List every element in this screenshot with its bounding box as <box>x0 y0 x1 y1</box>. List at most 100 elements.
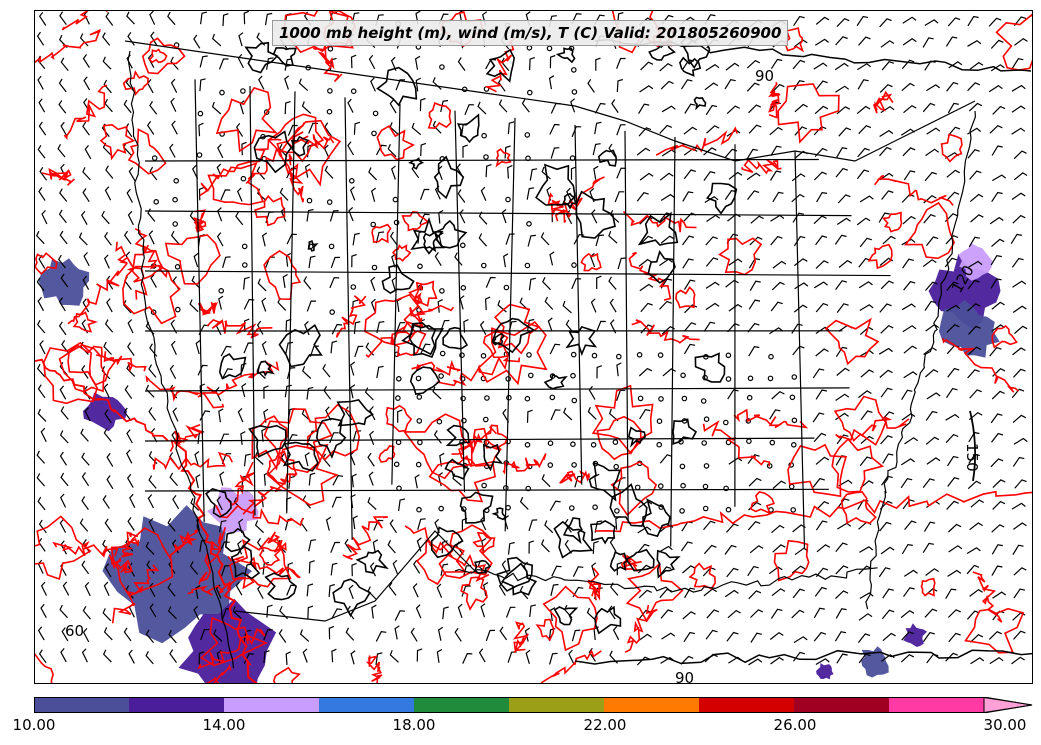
wind-barb <box>219 433 229 445</box>
wind-barb <box>148 364 157 378</box>
wind-barb <box>220 189 231 201</box>
wind-barb <box>434 518 440 534</box>
wind-barb <box>589 252 596 268</box>
colorbar-extend-arrow <box>983 697 1033 713</box>
wind-barb <box>420 343 431 355</box>
wind-barb <box>433 430 442 444</box>
calm-wind-circle <box>791 374 798 380</box>
wind-barb <box>241 141 247 156</box>
wind-barb <box>924 171 937 182</box>
wind-barb <box>40 603 47 618</box>
calm-wind-circle <box>306 197 313 204</box>
wind-barb <box>353 121 361 135</box>
wind-barb <box>198 122 204 137</box>
temperature-contour <box>134 228 168 279</box>
wind-barb <box>347 141 355 156</box>
wind-barb <box>948 545 963 553</box>
calm-wind-circle <box>241 243 248 250</box>
state-border <box>144 270 891 277</box>
wind-barb <box>221 368 233 379</box>
wind-barb <box>485 276 496 288</box>
wind-barb <box>836 303 849 313</box>
wind-barb <box>859 592 874 600</box>
wind-barb <box>170 230 180 245</box>
height-contour <box>496 556 534 592</box>
wind-barb <box>60 57 69 71</box>
wind-barb <box>82 275 90 290</box>
calm-wind-circle <box>747 375 754 382</box>
wind-barb <box>970 657 985 665</box>
temperature-contour <box>312 43 343 83</box>
temperature-contour <box>266 443 339 506</box>
wind-barb <box>726 567 739 578</box>
wind-barb <box>84 145 92 160</box>
wind-barb <box>616 561 623 576</box>
wind-barb <box>969 522 983 531</box>
wind-barb <box>106 452 114 467</box>
temperature-contour <box>35 358 169 442</box>
wind-barb <box>222 256 231 268</box>
wind-barb <box>922 478 935 488</box>
wind-barb <box>544 520 554 534</box>
wind-barb <box>923 521 936 532</box>
calm-wind-circle <box>725 376 732 382</box>
wind-barb <box>485 629 496 642</box>
temperature-contour <box>484 36 517 93</box>
calm-wind-circle <box>571 462 577 468</box>
wind-barb <box>835 280 848 290</box>
calm-wind-circle <box>570 67 577 73</box>
height-contour <box>355 549 389 574</box>
wind-barb <box>123 99 132 114</box>
wind-barb <box>683 169 696 180</box>
wind-barb <box>372 539 379 554</box>
wind-barb <box>547 317 553 332</box>
wind-barb <box>570 166 577 180</box>
wind-barb <box>540 232 550 246</box>
wind-barb <box>529 168 538 181</box>
wind-barb <box>375 144 387 156</box>
wind-barb <box>879 303 892 313</box>
calm-wind-circle <box>656 441 663 448</box>
wind-barb <box>816 500 830 511</box>
wind-barb <box>1011 388 1025 399</box>
wind-barb <box>398 498 406 512</box>
calm-wind-circle <box>505 196 511 203</box>
calm-wind-circle <box>527 372 534 379</box>
wind-barb <box>904 520 917 530</box>
wind-barb <box>189 561 199 575</box>
wind-barb <box>285 651 291 665</box>
height-contour <box>336 399 374 427</box>
calm-wind-circle <box>637 395 644 402</box>
wind-barb <box>770 145 782 157</box>
height-contour <box>376 66 418 107</box>
wind-barb <box>439 452 445 467</box>
wind-barb <box>36 31 45 46</box>
wind-barb <box>264 12 273 26</box>
wind-barb <box>240 431 246 445</box>
wind-barb <box>237 53 244 69</box>
state-border <box>144 158 819 162</box>
wind-barb <box>287 124 298 136</box>
wind-barb <box>946 169 960 178</box>
temperature-contour <box>52 540 119 558</box>
wind-barb <box>436 648 443 663</box>
wind-barb <box>858 565 872 575</box>
wind-barb <box>38 649 47 664</box>
temperature-contour <box>540 649 602 683</box>
wind-barb <box>218 295 224 310</box>
temperature-fill-region <box>903 623 928 647</box>
wind-barb <box>661 105 676 113</box>
wind-barb <box>220 345 232 357</box>
wind-barb <box>640 61 654 71</box>
wind-barb <box>167 11 176 26</box>
wind-barb <box>616 362 622 377</box>
temperature-contour <box>472 531 496 555</box>
wind-barb <box>524 627 530 642</box>
wind-barb <box>858 390 872 399</box>
temperature-contour <box>169 528 200 558</box>
wind-barb <box>261 340 267 356</box>
calm-wind-circle <box>392 196 399 203</box>
colorbar-segment <box>224 697 320 713</box>
calm-wind-circle <box>196 152 203 158</box>
wind-barb <box>989 216 1004 225</box>
